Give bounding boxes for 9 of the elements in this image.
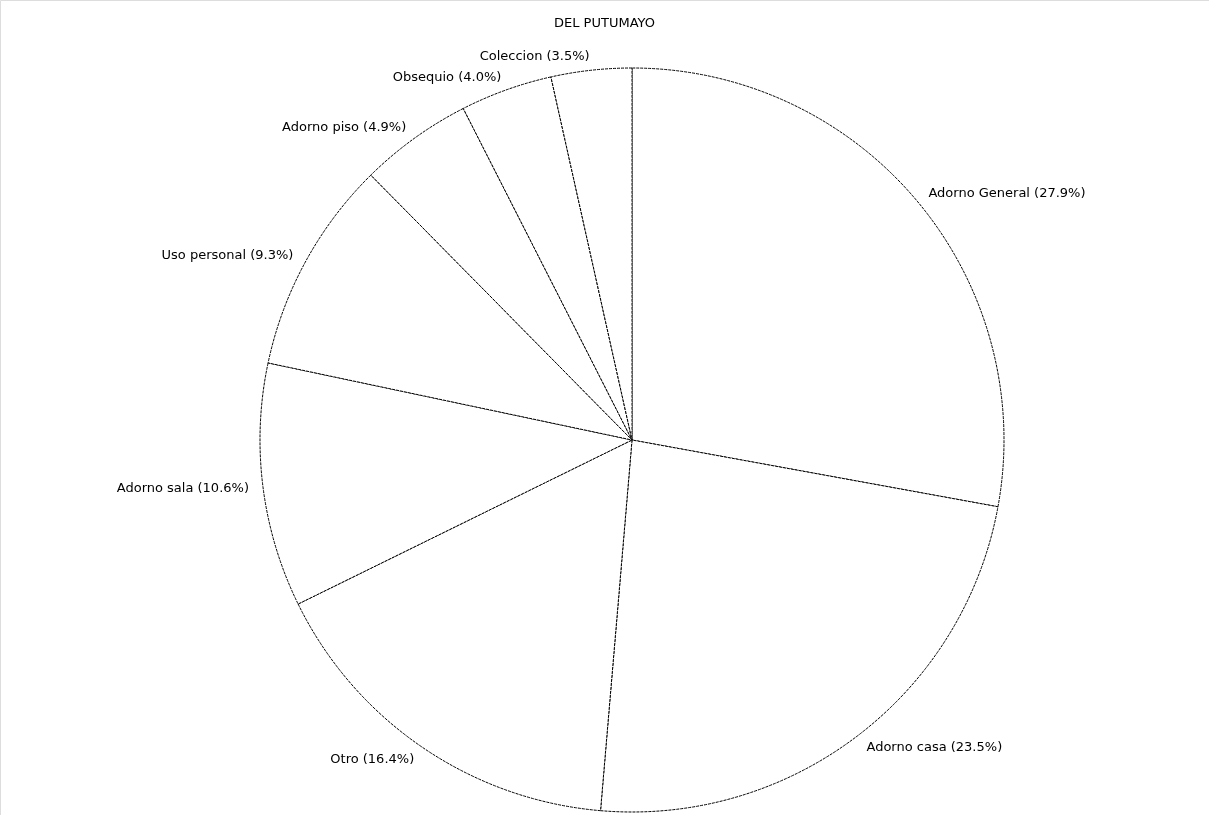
slice-label: Adorno piso (4.9%) — [282, 118, 407, 134]
chart-title: DEL PUTUMAYO — [554, 15, 655, 30]
slice-label: Otro (16.4%) — [330, 750, 415, 766]
slice-label: Uso personal (9.3%) — [161, 246, 294, 262]
slice-label: Adorno General (27.9%) — [928, 184, 1086, 200]
slice-label: Coleccion (3.5%) — [479, 48, 590, 64]
slice-label: Adorno casa (23.5%) — [866, 738, 1003, 754]
slice-label: Obsequio (4.0%) — [392, 68, 502, 84]
slice-label: Adorno sala (10.6%) — [116, 479, 249, 495]
